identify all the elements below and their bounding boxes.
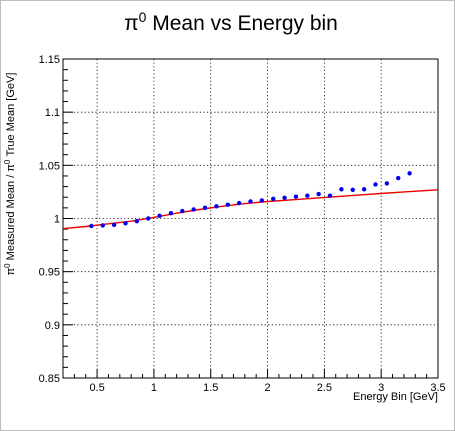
- data-point: [111, 222, 117, 228]
- data-point: [236, 200, 242, 206]
- data-point: [339, 187, 344, 192]
- data-point: [89, 223, 94, 229]
- data-point: [168, 210, 174, 216]
- y-tick-label: 1: [54, 214, 60, 226]
- data-point: [305, 193, 310, 198]
- data-point: [259, 198, 265, 203]
- data-point: [225, 202, 230, 207]
- x-tick-label: 2: [264, 382, 270, 394]
- fit-line-group: [62, 189, 439, 230]
- data-point: [407, 171, 412, 176]
- data-point: [123, 221, 128, 226]
- y-tick-label: 0.95: [39, 267, 60, 279]
- data-point: [293, 194, 299, 199]
- y-tick-label: 0.85: [39, 373, 60, 385]
- data-point: [271, 196, 276, 202]
- data-point: [316, 191, 321, 197]
- data-point: [282, 195, 287, 200]
- data-point: [384, 181, 390, 186]
- fit-line: [62, 189, 439, 230]
- data-point: [214, 204, 219, 209]
- x-tick-label: 1.5: [203, 382, 218, 394]
- x-tick-label: 2.5: [317, 382, 332, 394]
- x-tick-label: 0.5: [89, 382, 104, 394]
- x-tick-label: 1: [151, 382, 157, 394]
- x-ticks: 0.5 1 1.5 2 2.5 3 3.5: [73, 369, 446, 394]
- data-points: [89, 171, 412, 229]
- y-tick-label: 1.1: [45, 107, 60, 119]
- chart-title: π0 Mean vs Energy bin: [124, 9, 338, 35]
- data-point: [100, 223, 105, 228]
- y-ticks: 0.85 0.9 0.95 1 1.05 1.1 1.15: [39, 54, 73, 385]
- x-tick-label: 3: [378, 382, 384, 394]
- y-tick-label: 0.9: [45, 320, 60, 332]
- data-point: [373, 182, 378, 187]
- grid-lines: [63, 59, 438, 378]
- data-point: [157, 213, 162, 219]
- data-point: [202, 205, 208, 211]
- data-point: [327, 193, 333, 198]
- data-point: [191, 207, 196, 212]
- data-point: [134, 218, 140, 224]
- data-point: [248, 199, 253, 204]
- data-point: [180, 208, 185, 214]
- y-tick-label: 1.15: [39, 54, 60, 66]
- data-point: [146, 216, 151, 221]
- data-point: [361, 187, 367, 192]
- y-tick-label: 1.05: [39, 160, 60, 172]
- data-point: [396, 175, 401, 181]
- x-axis-label: Energy Bin [GeV]: [353, 391, 438, 403]
- data-point: [350, 187, 355, 192]
- y-axis-label: π0 Measured Mean / π0 True Mean [GeV]: [3, 73, 17, 276]
- x-tick-label: 3.5: [430, 382, 445, 394]
